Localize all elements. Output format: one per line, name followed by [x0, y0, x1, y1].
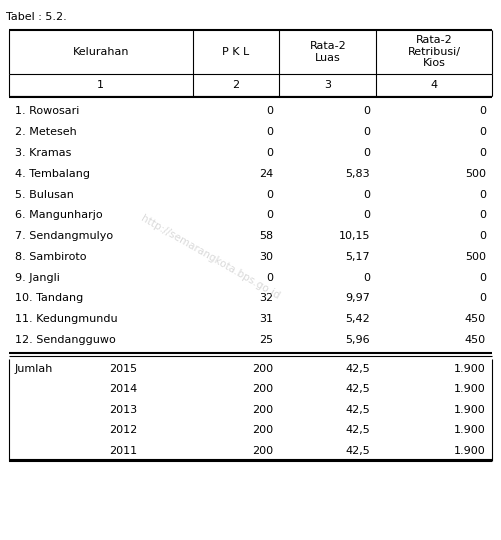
Text: 0: 0 — [479, 127, 486, 137]
Text: 9,97: 9,97 — [345, 293, 370, 303]
Text: 1: 1 — [97, 80, 104, 90]
Text: 0: 0 — [363, 190, 370, 200]
Text: 31: 31 — [260, 314, 274, 325]
Text: Rata-2
Retribusi/
Kios: Rata-2 Retribusi/ Kios — [407, 35, 460, 69]
Text: Jumlah: Jumlah — [15, 364, 54, 374]
Text: 3. Kramas: 3. Kramas — [15, 148, 72, 158]
Text: 1. Rowosari: 1. Rowosari — [15, 106, 79, 117]
Text: Tabel : 5.2.: Tabel : 5.2. — [6, 12, 67, 22]
Text: 2: 2 — [232, 80, 239, 90]
Text: 2011: 2011 — [109, 446, 137, 456]
Text: 0: 0 — [267, 127, 274, 137]
Text: 1.900: 1.900 — [454, 384, 486, 394]
Text: 4: 4 — [430, 80, 437, 90]
Text: 500: 500 — [465, 252, 486, 262]
Text: 450: 450 — [465, 314, 486, 325]
Text: 11. Kedungmundu: 11. Kedungmundu — [15, 314, 118, 325]
Text: 5,96: 5,96 — [345, 335, 370, 345]
Text: 42,5: 42,5 — [345, 405, 370, 415]
Text: 200: 200 — [253, 384, 274, 394]
Text: 9. Jangli: 9. Jangli — [15, 273, 60, 283]
Text: 2012: 2012 — [109, 426, 137, 435]
Text: 2014: 2014 — [109, 384, 137, 394]
Text: 0: 0 — [479, 106, 486, 117]
Text: 0: 0 — [267, 148, 274, 158]
Text: 2. Meteseh: 2. Meteseh — [15, 127, 77, 137]
Text: 42,5: 42,5 — [345, 384, 370, 394]
Text: 42,5: 42,5 — [345, 426, 370, 435]
Text: 5,83: 5,83 — [345, 168, 370, 179]
Text: 0: 0 — [363, 127, 370, 137]
Text: 10,15: 10,15 — [339, 231, 370, 241]
Text: 0: 0 — [363, 273, 370, 283]
Text: 0: 0 — [479, 190, 486, 200]
Text: 0: 0 — [267, 210, 274, 220]
Text: P K L: P K L — [222, 47, 249, 57]
Text: 3: 3 — [324, 80, 331, 90]
Text: 42,5: 42,5 — [345, 446, 370, 456]
Text: 12. Sendangguwo: 12. Sendangguwo — [15, 335, 116, 345]
Text: 0: 0 — [479, 148, 486, 158]
Text: 42,5: 42,5 — [345, 364, 370, 374]
Text: 6. Mangunharjo: 6. Mangunharjo — [15, 210, 103, 220]
Text: 30: 30 — [260, 252, 274, 262]
Text: 200: 200 — [253, 426, 274, 435]
Text: 8. Sambiroto: 8. Sambiroto — [15, 252, 87, 262]
Text: Rata-2
Luas: Rata-2 Luas — [310, 41, 346, 63]
Text: 0: 0 — [363, 148, 370, 158]
Text: 58: 58 — [260, 231, 274, 241]
Text: 1.900: 1.900 — [454, 446, 486, 456]
Text: 0: 0 — [479, 231, 486, 241]
Text: 5,17: 5,17 — [345, 252, 370, 262]
Text: 1.900: 1.900 — [454, 426, 486, 435]
Text: 200: 200 — [253, 446, 274, 456]
Text: 1.900: 1.900 — [454, 405, 486, 415]
Text: 32: 32 — [260, 293, 274, 303]
Text: 10. Tandang: 10. Tandang — [15, 293, 83, 303]
Text: 0: 0 — [479, 210, 486, 220]
Text: 450: 450 — [465, 335, 486, 345]
Text: 1.900: 1.900 — [454, 364, 486, 374]
Text: http://semarangkota.bps.go.id: http://semarangkota.bps.go.id — [139, 214, 282, 301]
Text: 0: 0 — [363, 210, 370, 220]
Text: 5,42: 5,42 — [345, 314, 370, 325]
Text: 24: 24 — [259, 168, 274, 179]
Text: 4. Tembalang: 4. Tembalang — [15, 168, 90, 179]
Text: 2015: 2015 — [109, 364, 137, 374]
Text: 7. Sendangmulyo: 7. Sendangmulyo — [15, 231, 113, 241]
Text: 200: 200 — [253, 364, 274, 374]
Text: 500: 500 — [465, 168, 486, 179]
Text: 25: 25 — [260, 335, 274, 345]
Text: 0: 0 — [267, 190, 274, 200]
Text: Kelurahan: Kelurahan — [73, 47, 129, 57]
Text: 0: 0 — [479, 293, 486, 303]
Text: 2013: 2013 — [109, 405, 137, 415]
Text: 0: 0 — [267, 106, 274, 117]
Text: 0: 0 — [267, 273, 274, 283]
Text: 0: 0 — [363, 106, 370, 117]
Text: 5. Bulusan: 5. Bulusan — [15, 190, 74, 200]
Text: 200: 200 — [253, 405, 274, 415]
Text: 0: 0 — [479, 273, 486, 283]
